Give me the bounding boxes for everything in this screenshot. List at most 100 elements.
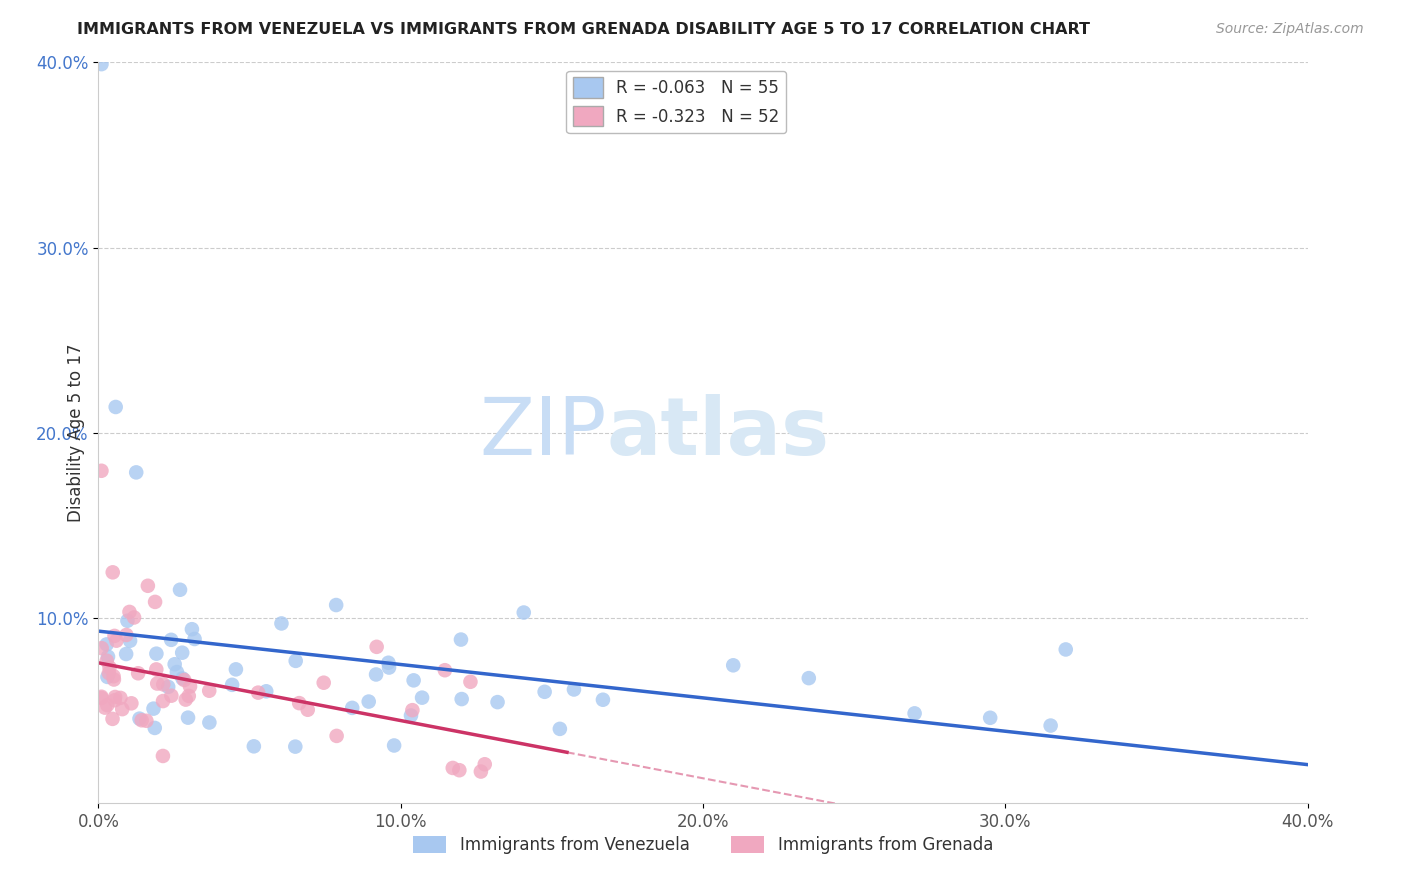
Point bbox=[513, 606, 536, 620]
Point bbox=[225, 662, 247, 676]
Point bbox=[157, 680, 180, 694]
Point bbox=[979, 711, 1001, 725]
Point bbox=[174, 692, 197, 706]
Point bbox=[152, 748, 174, 763]
Point bbox=[325, 729, 347, 743]
Point bbox=[284, 739, 307, 754]
Point bbox=[104, 693, 127, 707]
Point bbox=[131, 713, 153, 727]
Point bbox=[364, 667, 387, 681]
Point bbox=[166, 665, 188, 679]
Point bbox=[142, 701, 165, 715]
Point bbox=[118, 605, 141, 619]
Point bbox=[433, 663, 456, 677]
Point bbox=[470, 764, 492, 779]
Point bbox=[127, 666, 149, 681]
Text: ZIP: ZIP bbox=[479, 393, 606, 472]
Point bbox=[96, 670, 118, 684]
Point bbox=[399, 708, 422, 723]
Point bbox=[177, 711, 200, 725]
Point bbox=[122, 610, 145, 624]
Point bbox=[172, 646, 194, 660]
Point bbox=[160, 632, 183, 647]
Point bbox=[125, 466, 148, 480]
Point bbox=[366, 640, 388, 654]
Point bbox=[172, 672, 194, 686]
Point bbox=[177, 689, 200, 703]
Point bbox=[449, 763, 471, 777]
Point bbox=[378, 660, 401, 674]
Point bbox=[120, 696, 142, 710]
Point bbox=[103, 629, 125, 643]
Point bbox=[98, 660, 121, 674]
Point bbox=[198, 683, 221, 698]
Point bbox=[94, 700, 117, 714]
Point bbox=[377, 656, 399, 670]
Point bbox=[198, 715, 221, 730]
Point bbox=[135, 714, 157, 728]
Point bbox=[243, 739, 266, 754]
Point bbox=[90, 690, 112, 704]
Point bbox=[120, 633, 142, 648]
Point bbox=[401, 703, 423, 717]
Point bbox=[533, 685, 555, 699]
Point bbox=[450, 692, 472, 706]
Point bbox=[562, 682, 585, 697]
Point bbox=[1054, 642, 1077, 657]
Text: Source: ZipAtlas.com: Source: ZipAtlas.com bbox=[1216, 22, 1364, 37]
Point bbox=[460, 674, 482, 689]
Point bbox=[143, 595, 166, 609]
Y-axis label: Disability Age 5 to 17: Disability Age 5 to 17 bbox=[66, 343, 84, 522]
Point bbox=[450, 632, 472, 647]
Point bbox=[179, 680, 201, 694]
Point bbox=[221, 678, 243, 692]
Point bbox=[402, 673, 425, 688]
Point bbox=[173, 673, 195, 687]
Point bbox=[411, 690, 433, 705]
Point bbox=[441, 761, 464, 775]
Point bbox=[325, 598, 347, 612]
Point bbox=[90, 57, 112, 71]
Point bbox=[1039, 718, 1062, 732]
Point bbox=[145, 662, 167, 676]
Point bbox=[90, 691, 112, 706]
Point bbox=[110, 690, 132, 705]
Text: IMMIGRANTS FROM VENEZUELA VS IMMIGRANTS FROM GRENADA DISABILITY AGE 5 TO 17 CORR: IMMIGRANTS FROM VENEZUELA VS IMMIGRANTS … bbox=[77, 22, 1090, 37]
Point bbox=[104, 400, 127, 414]
Point bbox=[143, 721, 166, 735]
Point bbox=[382, 739, 405, 753]
Point bbox=[117, 614, 139, 628]
Point bbox=[128, 712, 150, 726]
Point bbox=[247, 685, 270, 699]
Point bbox=[97, 649, 120, 664]
Point bbox=[723, 658, 745, 673]
Point bbox=[357, 695, 380, 709]
Point bbox=[111, 702, 134, 716]
Point bbox=[474, 757, 496, 772]
Point bbox=[146, 676, 169, 690]
Point bbox=[181, 622, 204, 636]
Point bbox=[90, 641, 112, 656]
Point bbox=[284, 654, 307, 668]
Point bbox=[115, 628, 138, 642]
Point bbox=[183, 632, 205, 646]
Point bbox=[297, 703, 319, 717]
Point bbox=[101, 712, 124, 726]
Point bbox=[101, 566, 124, 580]
Point bbox=[90, 464, 112, 478]
Point bbox=[254, 684, 277, 698]
Point bbox=[96, 698, 118, 713]
Point bbox=[104, 690, 127, 704]
Point bbox=[152, 694, 174, 708]
Point bbox=[592, 692, 614, 706]
Point bbox=[270, 616, 292, 631]
Point bbox=[486, 695, 509, 709]
Point bbox=[105, 633, 128, 648]
Point bbox=[288, 696, 311, 710]
Point bbox=[96, 654, 118, 668]
Legend: Immigrants from Venezuela, Immigrants from Grenada: Immigrants from Venezuela, Immigrants fr… bbox=[406, 830, 1000, 861]
Point bbox=[145, 647, 167, 661]
Point bbox=[115, 647, 138, 661]
Point bbox=[136, 579, 159, 593]
Point bbox=[103, 669, 125, 683]
